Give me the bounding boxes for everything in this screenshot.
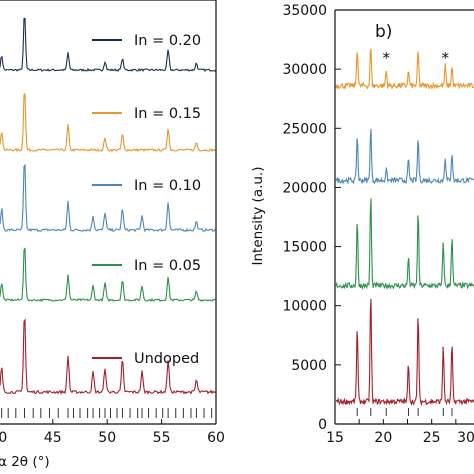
right-x-tick-label-6: 30 [457,430,474,446]
legend-label-3: In = 0.05 [134,258,201,274]
legend-label-0: In = 0.20 [134,33,201,49]
left-panel: In = 0.20 In = 0.15 In = 0.10 In = 0.05 Undo… [0,0,225,470]
right-x-tick-label-2: 20 [374,430,392,446]
left-x-tick-label-4: 60 [207,430,225,446]
right-annotations: * * [382,49,449,67]
right-y-ticks: 0 5000 10000 15000 20000 25000 30000 35000 [282,3,341,433]
right-y-tick-label-1: 5000 [291,358,327,374]
left-x-tick-label-0: 40 [0,430,7,446]
left-reference-ticks [1,408,213,418]
right-y-tick-label-4: 20000 [282,180,327,196]
left-x-axis-label: α 2θ (°) [0,454,50,470]
right-series-line-1 [335,128,474,186]
right-reference-ticks [356,408,453,416]
right-panel: 0 5000 10000 15000 20000 25000 30000 35000 15 20… [250,3,474,446]
left-x-ticks: 40 45 50 55 60 [0,419,225,446]
right-y-tick-label-5: 25000 [282,121,327,137]
left-x-tick-label-3: 55 [153,430,171,446]
left-legend: In = 0.20 In = 0.15 In = 0.10 In = 0.05 Undo… [92,33,201,367]
left-series-line-1 [0,92,217,153]
legend-label-1: In = 0.15 [134,106,201,122]
right-x-ticks: 15 20 25 30 [326,419,474,446]
left-series-line-2 [0,163,217,233]
left-x-tick-label-2: 50 [98,430,116,446]
star-annotation-0: * [382,49,390,67]
right-y-tick-label-2: 10000 [282,299,327,315]
right-series-line-3 [335,298,474,407]
right-x-tick-label-4: 25 [423,430,441,446]
left-x-tick-label-1: 45 [44,430,62,446]
right-y-axis-label: Intensity (a.u.) [250,167,266,266]
right-x-tick-label-0: 15 [326,430,344,446]
right-y-tick-label-6: 30000 [282,62,327,78]
left-traces [0,17,217,395]
right-traces [335,48,474,407]
star-annotation-1: * [441,49,449,67]
right-y-tick-label-7: 35000 [282,3,327,19]
left-series-line-0 [0,17,217,73]
right-series-line-0 [335,48,474,91]
right-y-tick-label-0: 0 [318,417,327,433]
right-y-tick-label-3: 15000 [282,240,327,256]
legend-label-4: Undoped [134,351,199,367]
left-series-line-3 [0,247,217,303]
legend-label-2: In = 0.10 [134,178,201,194]
left-series-line-4 [0,318,217,395]
panel-label-b: b) [375,22,392,42]
right-series-line-2 [335,198,474,291]
